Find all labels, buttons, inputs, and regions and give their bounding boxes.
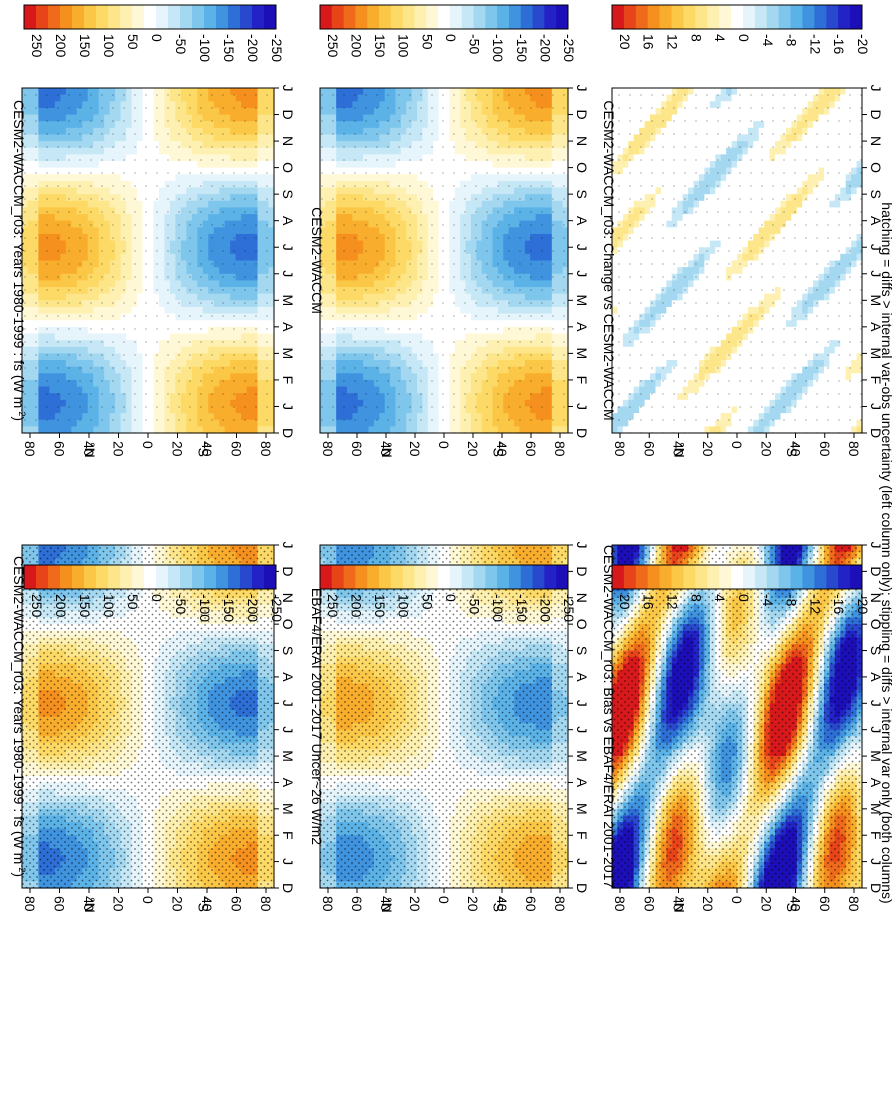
month-tick-label: F (574, 831, 590, 840)
month-tick-label: A (574, 778, 590, 788)
lat-tick-label: 60 (523, 896, 539, 912)
lat-tick-label: 80 (320, 896, 336, 912)
lat-tick-label: 20 (465, 896, 481, 912)
title-superscript: -2 (17, 864, 27, 872)
month-tick-label: S (280, 646, 296, 655)
month-tick-label: F (280, 831, 296, 840)
month-tick-label: N (280, 593, 296, 603)
lat-unit-label: °S (195, 897, 211, 912)
month-tick-label: J (574, 858, 590, 865)
lat-unit-label: °N (379, 897, 395, 913)
lat-tick-label: 20 (170, 896, 186, 912)
panels: D J F M A M J J A S O N D J 80 60 40 20 0 20 40 60 80 °N °S CESM2… (11, 4, 884, 913)
lat-tick-label: 60 (349, 896, 365, 912)
month-tick-label: J (280, 542, 296, 549)
month-tick-label: O (280, 619, 296, 630)
lat-tick-label: 40 (378, 896, 394, 912)
lat-tick-label: 0 (140, 896, 156, 904)
lat-tick-label: 0 (436, 896, 452, 904)
lat-tick-label: 80 (22, 896, 38, 912)
month-tick-label: O (574, 619, 590, 630)
stipple-overlay (320, 545, 568, 888)
month-tick-label: M (280, 750, 296, 762)
month-tick-label: S (574, 646, 590, 655)
panel-title: CESM2-WACCM_r03: Years 1980-1999 : fs (W… (11, 556, 27, 877)
lat-unit-label: °N (82, 897, 98, 913)
month-tick-label: A (574, 672, 590, 682)
panel-title: EBAF4/ERAI 2001-2017 Uncer~26 W/m2 (309, 588, 325, 845)
panel-2: D J F M A M J J A S O N D J 80 60 40 20 0 20 40 60 80 °N °S EBAF4… (309, 542, 590, 913)
figure-note: hatching = diffs > internal var-obs unce… (879, 202, 895, 903)
stipple-overlay (22, 545, 274, 888)
lat-tick-label: 40 (494, 896, 510, 912)
month-tick-label: D (280, 566, 296, 576)
month-tick-label: J (574, 700, 590, 707)
month-tick-label: M (574, 803, 590, 815)
lat-tick-label: 20 (407, 896, 423, 912)
title-end: ) (11, 872, 27, 877)
month-tick-label: A (280, 672, 296, 682)
month-tick-label: J (574, 726, 590, 733)
lat-tick-label: 20 (111, 896, 127, 912)
lat-tick-label: 40 (81, 896, 97, 912)
month-tick-label: J (280, 700, 296, 707)
lat-tick-label: 40 (199, 896, 215, 912)
month-tick-label: D (574, 566, 590, 576)
lat-unit-label: °S (491, 897, 507, 912)
month-tick-label: J (280, 726, 296, 733)
month-tick-label: A (280, 778, 296, 788)
figure-note-text: hatching = diffs > internal var-obs unce… (879, 202, 895, 903)
month-tick-label: M (574, 750, 590, 762)
month-tick-label: N (574, 593, 590, 603)
month-tick-label: D (574, 883, 590, 893)
panel-0: D J F M A M J J A S O N D J 80 60 40 20 0 20 40 60 80 °N °S CESM2… (11, 542, 296, 913)
month-tick-label: D (280, 883, 296, 893)
lat-tick-label: 60 (229, 896, 245, 912)
month-tick-label: J (280, 858, 296, 865)
lat-tick-label: 60 (52, 896, 68, 912)
month-tick-label: J (574, 542, 590, 549)
month-tick-label: M (280, 803, 296, 815)
lat-tick-label: 80 (552, 896, 568, 912)
lat-tick-label: 80 (258, 896, 274, 912)
